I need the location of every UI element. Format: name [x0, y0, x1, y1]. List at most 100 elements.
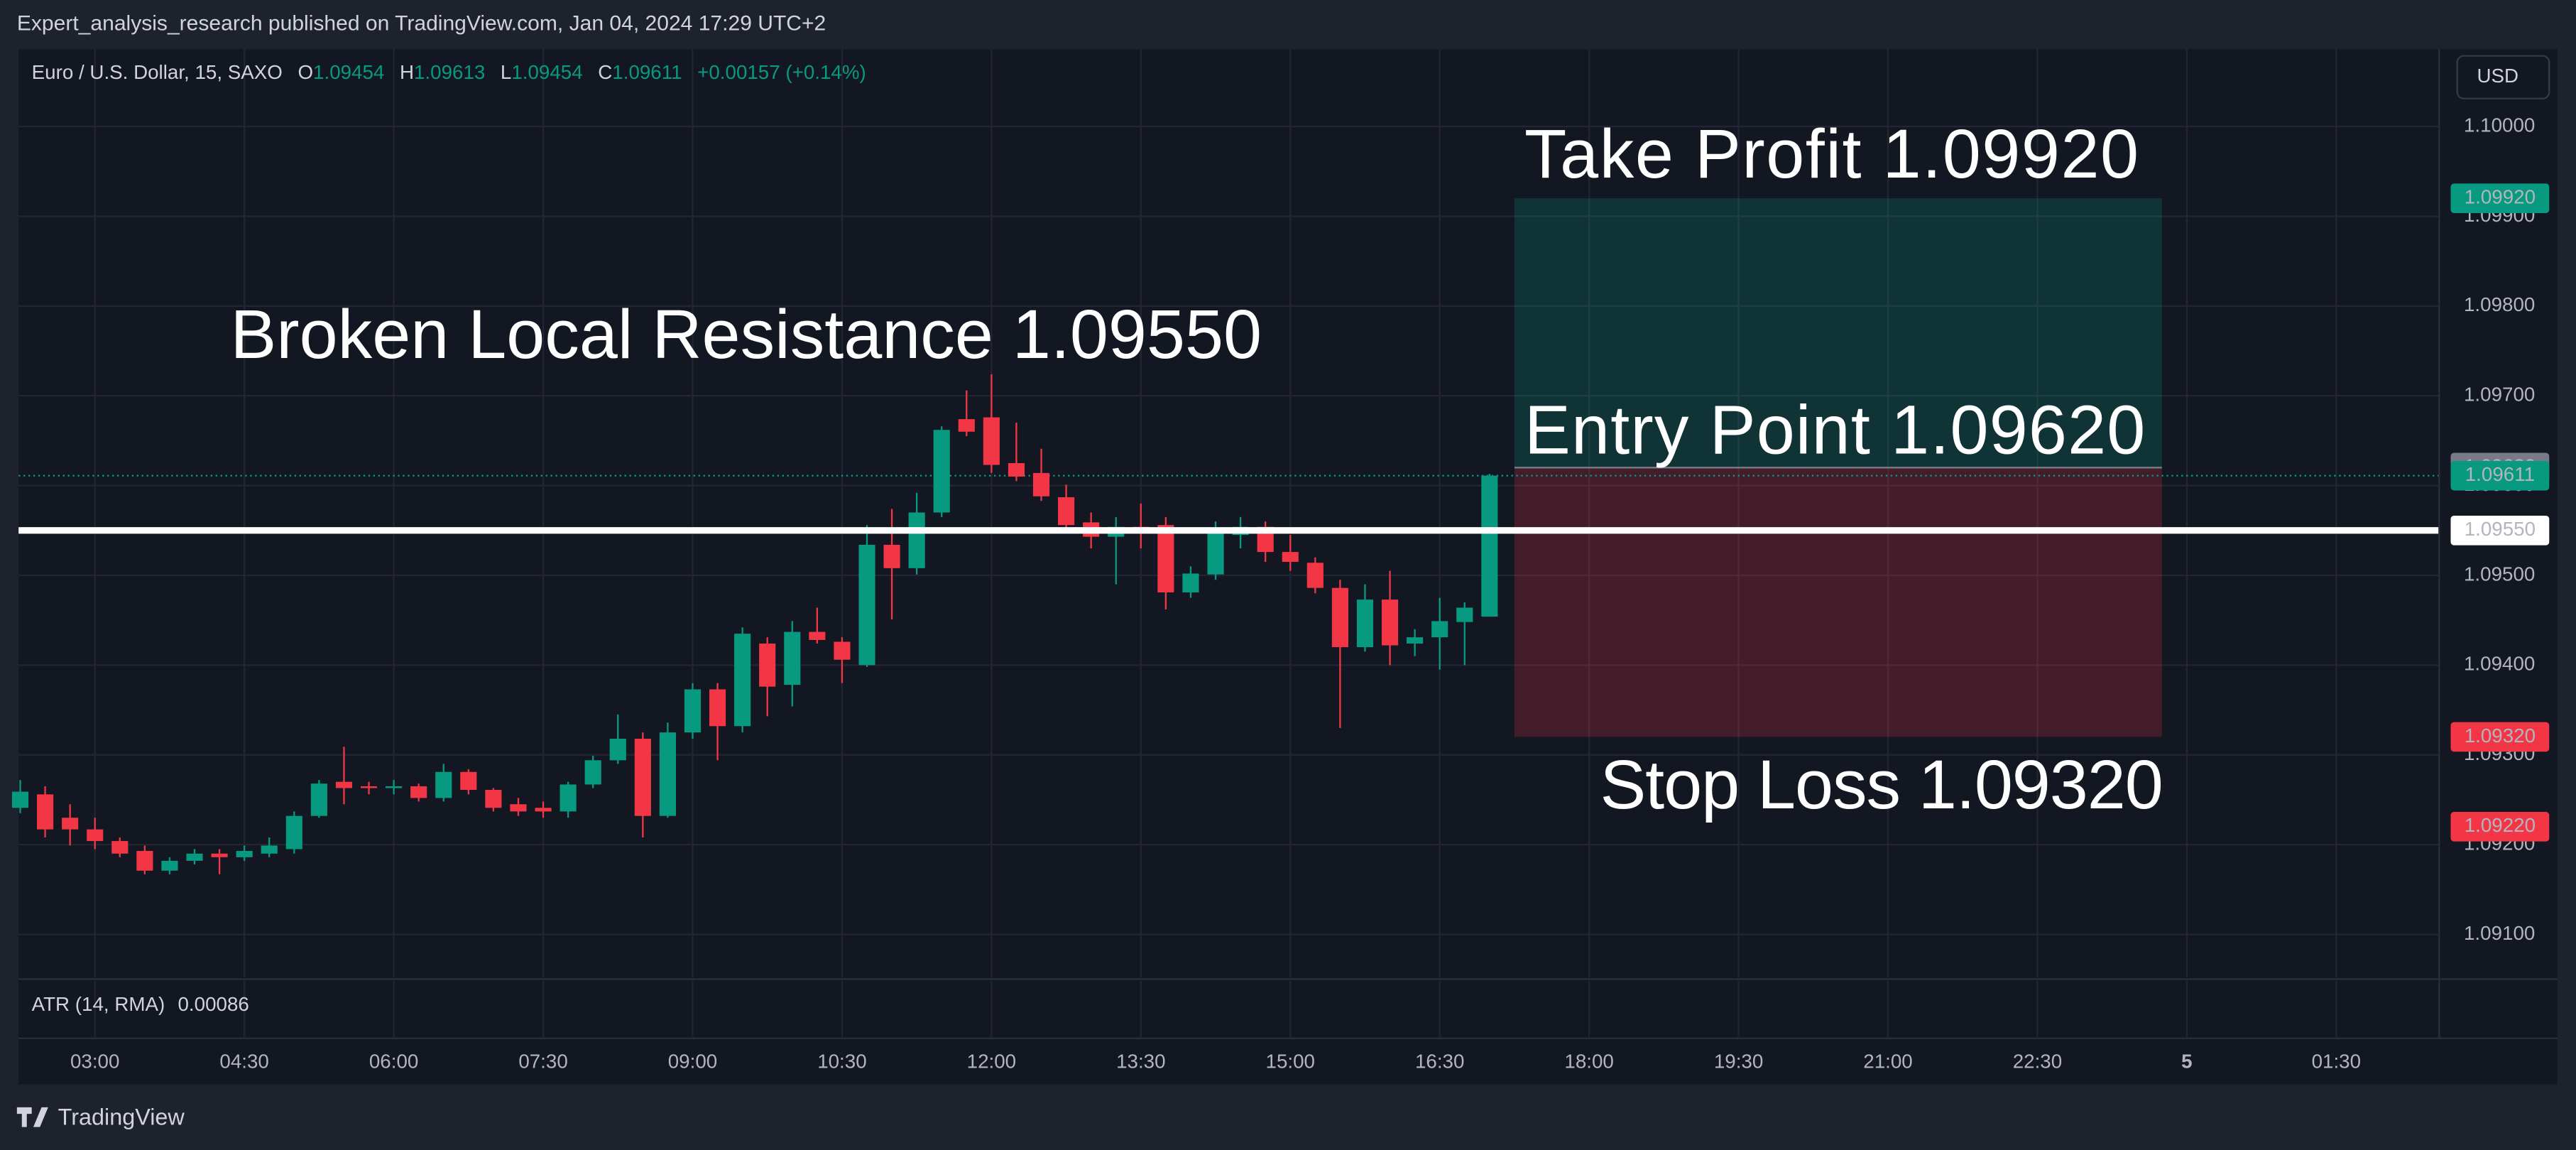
legend-key: O: [298, 61, 313, 83]
candle-body: [809, 631, 826, 640]
candle-body: [1032, 472, 1050, 497]
x-tick-label: 16:30: [1415, 1051, 1464, 1073]
legend-value: 1.09611: [612, 61, 682, 83]
x-tick-label: 07:30: [518, 1051, 567, 1073]
candle-body: [983, 417, 1000, 465]
candle-body: [958, 419, 975, 432]
candle-body: [1008, 462, 1025, 477]
y-tick-label: 1.09500: [2464, 563, 2535, 585]
candle-body: [634, 738, 651, 816]
candle-body: [261, 845, 278, 854]
candle-body: [709, 689, 726, 727]
legend-value: 1.09613: [414, 61, 485, 83]
annotation: Take Profit 1.09920: [1524, 115, 2139, 192]
currency-button[interactable]: [2456, 55, 2550, 99]
candle-body: [584, 760, 601, 785]
candle-body: [62, 818, 79, 830]
candle-body: [1331, 587, 1348, 648]
candle-body: [684, 689, 702, 733]
stop-loss-zone: [1514, 467, 2162, 737]
symbol-legend: Euro / U.S. Dollar, 15, SAXO O1.09454 H1…: [32, 61, 866, 83]
candle-body: [1456, 607, 1473, 622]
y-tick-label: 1.09400: [2464, 653, 2535, 675]
candle-body: [784, 631, 801, 685]
candle-body: [335, 781, 353, 788]
price-label: 1.09920: [2465, 186, 2536, 208]
price-label: 1.09611: [2465, 463, 2535, 485]
candle-body: [11, 791, 29, 808]
plot-area: 1.091001.092001.093001.094001.095001.096…: [11, 49, 2550, 1073]
price-label: 1.09320: [2465, 725, 2536, 747]
candle-body: [1207, 532, 1224, 575]
x-tick-label: 10:30: [817, 1051, 866, 1073]
candle-body: [111, 841, 129, 854]
y-tick-label: 1.09100: [2464, 922, 2535, 944]
candle-body: [609, 738, 626, 761]
candle-body: [485, 790, 502, 808]
candle-body: [1157, 525, 1174, 592]
x-tick-label: 03:00: [70, 1051, 119, 1073]
publisher: Expert_analysis_research published on Tr…: [17, 12, 826, 36]
price-label-box: [2450, 515, 2550, 546]
candle-body: [1182, 573, 1199, 592]
annotation: Stop Loss 1.09320: [1600, 746, 2163, 823]
x-tick-label: 15:00: [1266, 1051, 1315, 1073]
candle-body: [360, 786, 378, 788]
price-label: 1.09550: [2465, 518, 2536, 540]
x-tick-label: 5: [2181, 1051, 2192, 1073]
candle-body: [1282, 552, 1299, 563]
candle-body: [1431, 621, 1448, 638]
logo: TradingView: [16, 1105, 185, 1130]
price-label: 1.09220: [2465, 814, 2536, 836]
x-tick-label: 19:30: [1714, 1051, 1763, 1073]
candle-body: [858, 545, 875, 666]
change: +0.00157 (+0.14%): [697, 61, 866, 83]
x-tick-label: 21:00: [1863, 1051, 1912, 1073]
candle-body: [186, 853, 203, 861]
x-tick-label: 06:00: [369, 1051, 418, 1073]
candle-body: [310, 783, 327, 816]
candle-body: [560, 784, 577, 812]
candle-body: [435, 771, 452, 798]
candle-body: [211, 853, 228, 857]
candle-body: [87, 829, 104, 842]
x-tick-label: 12:00: [967, 1051, 1016, 1073]
symbol: Euro / U.S. Dollar, 15, SAXO: [32, 61, 283, 83]
legend-key: H: [400, 61, 414, 83]
candle-body: [759, 644, 776, 687]
candle-body: [535, 808, 552, 812]
brand: TradingView: [58, 1105, 185, 1130]
y-tick-label: 1.10000: [2464, 114, 2535, 136]
price-label-box: [2450, 183, 2550, 213]
legend-key: L: [501, 61, 511, 83]
candle-body: [1306, 563, 1324, 588]
x-tick-label: 22:30: [2013, 1051, 2062, 1073]
candle-body: [460, 771, 477, 791]
legend-value: 1.09454: [313, 61, 384, 83]
candle-body: [1058, 497, 1075, 526]
candle-body: [1381, 600, 1399, 646]
candle-body: [285, 815, 302, 850]
candle-body: [1481, 475, 1498, 617]
legend-value: 1.09454: [511, 61, 582, 83]
x-tick-label: 09:00: [668, 1051, 717, 1073]
x-tick-label: 01:30: [2312, 1051, 2361, 1073]
y-tick-label: 1.09800: [2464, 293, 2535, 315]
annotation: Entry Point 1.09620: [1524, 391, 2145, 468]
chart-panel: [18, 49, 2558, 1085]
candle-body: [908, 512, 925, 568]
candle-body: [933, 430, 950, 513]
candle-body: [236, 850, 253, 857]
candle-body: [1407, 637, 1424, 644]
candle-body: [834, 641, 851, 660]
indicator-value: 0.00086: [178, 993, 249, 1015]
y-tick-label: 1.09700: [2464, 384, 2535, 406]
candle-body: [883, 545, 900, 568]
candle-body: [136, 850, 153, 871]
price-label-box: [2450, 812, 2550, 842]
price-label-box: [2450, 460, 2550, 491]
x-tick-label: 13:30: [1116, 1051, 1165, 1073]
candle-body: [734, 634, 751, 727]
currency[interactable]: USD: [2477, 65, 2519, 87]
